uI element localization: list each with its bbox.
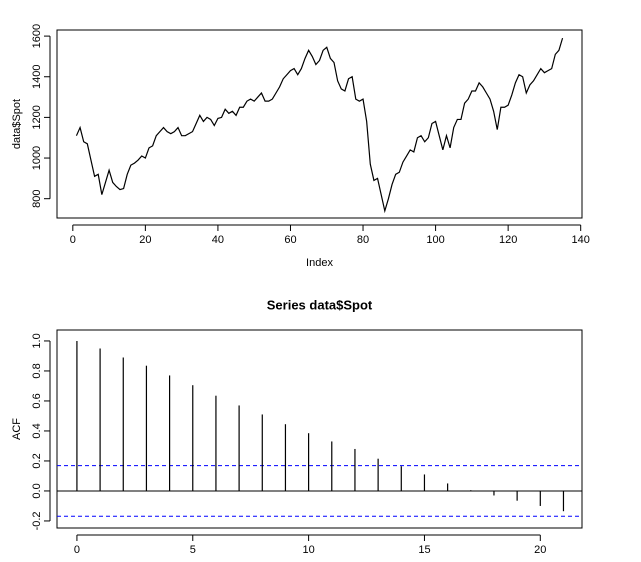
x-tick-label: 15 <box>418 544 430 556</box>
y-tick-label: 0.4 <box>31 423 43 438</box>
y-axis-label: data$Spot <box>11 99 23 149</box>
y-tick-label: 0.0 <box>31 483 43 498</box>
x-tick-label: 120 <box>499 234 517 246</box>
y-tick-label: 0.6 <box>31 393 43 408</box>
x-tick-label: 0 <box>70 234 76 246</box>
x-tick-label: 40 <box>212 234 224 246</box>
x-tick-label: 0 <box>74 544 80 556</box>
data-line <box>75 37 564 214</box>
y-tick-label: 1400 <box>31 65 43 89</box>
plot-box <box>56 329 583 529</box>
y-tick-label: 1600 <box>31 24 43 48</box>
y-tick-label: 1200 <box>31 105 43 129</box>
x-tick-label: 5 <box>190 544 196 556</box>
y-tick-label: 0.2 <box>31 453 43 468</box>
x-tick-label: 100 <box>426 234 444 246</box>
x-tick-label: 60 <box>284 234 296 246</box>
x-tick-label: 10 <box>302 544 314 556</box>
y-axis-label: ACF <box>11 418 23 440</box>
plot-box <box>56 29 583 219</box>
x-axis-label: Index <box>306 257 333 269</box>
chart-title: Series data$Spot <box>267 297 373 312</box>
x-tick-label: 20 <box>534 544 546 556</box>
y-tick-label: 1.0 <box>31 333 43 348</box>
x-tick-label: 80 <box>357 234 369 246</box>
x-tick-label: 140 <box>572 234 590 246</box>
y-tick-label: -0.2 <box>31 511 43 530</box>
y-tick-label: 1000 <box>31 146 43 170</box>
x-tick-label: 20 <box>139 234 151 246</box>
y-tick-label: 800 <box>31 190 43 208</box>
y-tick-label: 0.8 <box>31 363 43 378</box>
